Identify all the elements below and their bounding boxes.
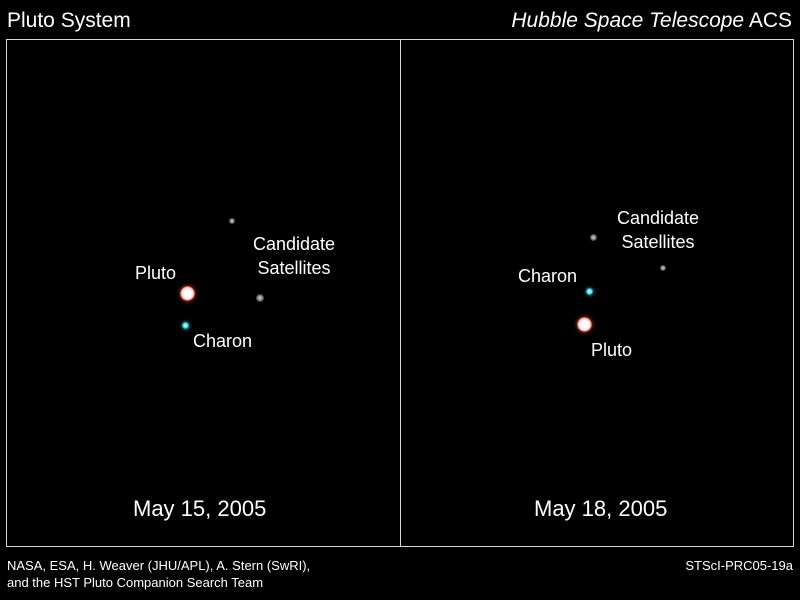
pluto-body — [180, 286, 195, 301]
instrument-credit: Hubble Space Telescope ACS — [511, 8, 792, 34]
candidate-satellites-label: Candidate Satellites — [253, 232, 335, 280]
candidate-label-line1: Candidate — [617, 208, 700, 228]
candidate-label-line1: Candidate — [253, 234, 336, 254]
image-title: Pluto System — [7, 9, 131, 32]
observation-panel-may-15: Pluto Charon Candidate Satellites May 15… — [6, 39, 401, 547]
charon-body — [586, 288, 593, 295]
candidate-satellite-2 — [660, 265, 666, 271]
pluto-label: Pluto — [135, 263, 177, 283]
credit-line-1: NASA, ESA, H. Weaver (JHU/APL), A. Stern… — [7, 558, 311, 573]
candidate-satellite-1 — [229, 218, 235, 224]
credit-line-2: and the HST Pluto Companion Search Team — [7, 575, 264, 590]
release-id: STScI-PRC05-19a — [685, 558, 793, 573]
candidate-label-line2: Satellites — [621, 232, 695, 252]
pluto-label: Pluto — [591, 340, 633, 360]
image-credit: NASA, ESA, H. Weaver (JHU/APL), A. Stern… — [7, 557, 310, 591]
candidate-satellites-label: Candidate Satellites — [617, 206, 699, 254]
candidate-label-line2: Satellites — [257, 258, 331, 278]
observation-date: May 15, 2005 — [133, 496, 267, 521]
candidate-satellite-1 — [590, 234, 597, 241]
charon-body — [182, 322, 189, 329]
instrument-suffix: ACS — [748, 9, 792, 32]
charon-label: Charon — [193, 331, 253, 351]
candidate-satellite-2 — [256, 294, 264, 302]
instrument-name: Hubble Space Telescope — [511, 9, 745, 32]
observation-panel-may-18: Charon Pluto Candidate Satellites May 18… — [400, 39, 794, 547]
observation-date: May 18, 2005 — [534, 496, 668, 521]
charon-label: Charon — [518, 266, 578, 286]
pluto-body — [577, 317, 592, 332]
